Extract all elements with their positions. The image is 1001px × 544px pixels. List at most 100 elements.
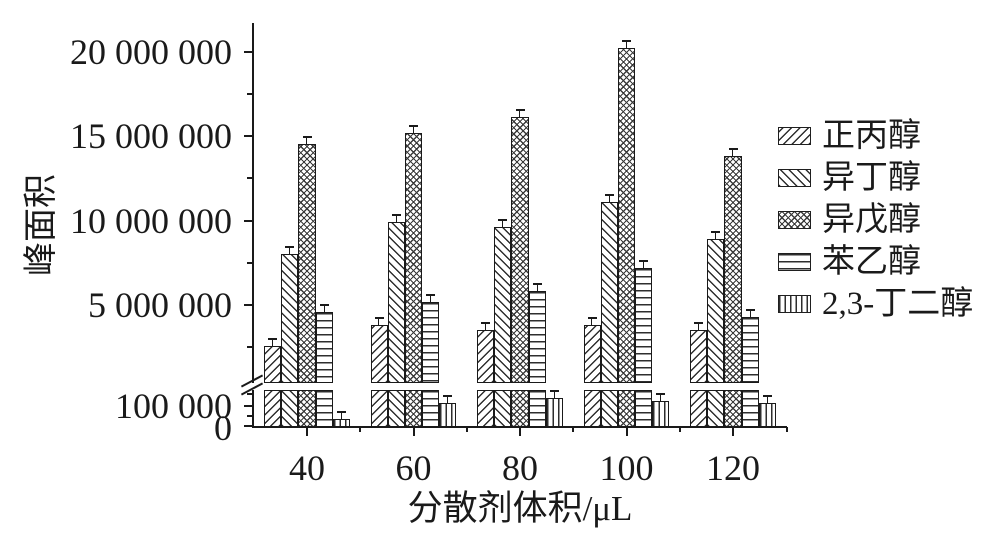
bar-segment-upper — [707, 239, 725, 383]
y-tick-label: 5 000 000 — [88, 285, 232, 325]
x-major-tick — [625, 427, 628, 436]
error-bar-whisker — [766, 395, 768, 403]
y-axis-line-lower — [251, 390, 254, 427]
error-bar-whisker — [660, 393, 662, 401]
error-bar-cap — [302, 136, 312, 139]
error-bar-whisker — [625, 41, 627, 49]
error-bar-cap — [481, 322, 491, 325]
error-bar-whisker — [340, 412, 342, 420]
error-bar-cap — [639, 259, 649, 262]
error-bar-cap — [515, 109, 525, 112]
legend-item: 异戊醇 — [778, 203, 1000, 237]
bar-segment-upper — [635, 267, 653, 383]
y-minor-tick — [247, 346, 253, 349]
error-bar-whisker — [553, 391, 555, 399]
bar-segment-upper — [511, 117, 529, 383]
x-minor-tick — [572, 427, 575, 432]
legend: 正丙醇 异丁醇 异戊醇 苯乙醇 2,3-丁二醇 — [778, 119, 1000, 329]
bar-segment-lower — [758, 402, 776, 427]
legend-swatch-crosshatch — [778, 211, 811, 229]
bar-segment-lower — [600, 390, 618, 427]
error-bar-cap — [336, 411, 346, 414]
bar-segment-upper — [315, 311, 333, 383]
error-bar-cap — [762, 394, 772, 397]
error-bar-whisker — [378, 318, 380, 326]
error-bar-whisker — [519, 110, 521, 118]
error-bar-cap — [604, 193, 614, 196]
y-tick-label: 0 — [214, 408, 232, 448]
error-bar-whisker — [306, 137, 308, 145]
error-bar-cap — [443, 394, 453, 397]
error-bar-whisker — [697, 323, 699, 331]
error-bar-whisker — [502, 220, 504, 228]
error-bar-whisker — [749, 309, 751, 317]
legend-swatch-horizontal-lines — [778, 253, 811, 271]
legend-label: 苯乙醇 — [822, 244, 921, 280]
error-bar-cap — [694, 322, 704, 325]
error-bar-cap — [426, 293, 436, 296]
error-bar-cap — [374, 317, 384, 320]
legend-item: 正丙醇 — [778, 119, 1000, 153]
error-bar-cap — [622, 40, 631, 43]
y-tick-label: 100 000 — [115, 386, 232, 426]
bar-segment-upper — [422, 301, 440, 383]
x-major-tick — [412, 427, 415, 436]
bar-segment-upper — [264, 345, 282, 383]
bar-segment-lower — [332, 419, 350, 427]
y-major-tick — [244, 304, 253, 306]
error-bar-cap — [711, 231, 721, 234]
bar-segment-upper — [387, 222, 405, 383]
bar-segment-upper — [600, 201, 618, 383]
bar-segment-upper — [494, 227, 512, 383]
error-bar-whisker — [447, 395, 449, 403]
error-bar-cap — [319, 303, 329, 306]
x-major-tick — [306, 427, 308, 436]
error-bar-whisker — [715, 232, 717, 240]
x-tick-label: 100 — [599, 448, 654, 488]
y-minor-tick — [247, 92, 253, 95]
error-bar-whisker — [732, 149, 734, 157]
error-bar-whisker — [591, 318, 593, 326]
bar-segment-lower — [635, 390, 653, 427]
bar-segment-lower — [298, 390, 316, 427]
bar-segment-upper — [617, 48, 636, 383]
bar-segment-lower — [583, 390, 601, 427]
bar-segment-upper — [724, 156, 742, 383]
y-major-tick — [244, 219, 253, 222]
bar-segment-lower — [494, 390, 512, 427]
error-bar-whisker — [395, 215, 397, 223]
error-bar-cap — [285, 246, 295, 249]
y-minor-tick — [247, 261, 253, 264]
bar-segment-lower — [264, 390, 282, 427]
y-minor-tick — [247, 177, 253, 180]
bar-segment-lower — [617, 390, 636, 427]
legend-swatch-diagonal-back — [778, 169, 811, 187]
legend-item: 苯乙醇 — [778, 245, 1000, 279]
error-bar-whisker — [643, 260, 644, 268]
y-tick-label: 10 000 000 — [70, 200, 232, 241]
error-bar-cap — [268, 337, 278, 340]
bar-segment-lower — [404, 390, 423, 427]
error-bar-whisker — [430, 294, 431, 302]
x-minor-tick — [678, 427, 681, 432]
x-minor-tick — [786, 427, 788, 432]
y-minor-tick — [247, 393, 253, 395]
bar-segment-lower — [387, 390, 405, 427]
error-bar-cap — [532, 283, 542, 286]
bar-segment-upper — [528, 291, 546, 383]
legend-label: 异戊醇 — [822, 202, 921, 238]
bar-segment-lower — [315, 390, 333, 427]
x-axis-title: 分散剂体积/μL — [407, 489, 633, 528]
y-tick-label: 20 000 000 — [70, 31, 232, 72]
x-tick-label: 120 — [706, 448, 760, 488]
error-bar-cap — [587, 317, 597, 320]
bar-segment-lower — [511, 390, 529, 427]
y-axis-line-upper — [251, 23, 254, 383]
legend-label: 正丙醇 — [822, 118, 921, 154]
bar-segment-lower — [370, 390, 388, 427]
bar-segment-upper — [690, 330, 708, 383]
error-bar-cap — [728, 148, 738, 151]
y-major-tick — [244, 425, 253, 427]
legend-swatch-vertical-lines — [778, 295, 811, 313]
legend-swatch-diagonal-forward — [778, 127, 811, 145]
